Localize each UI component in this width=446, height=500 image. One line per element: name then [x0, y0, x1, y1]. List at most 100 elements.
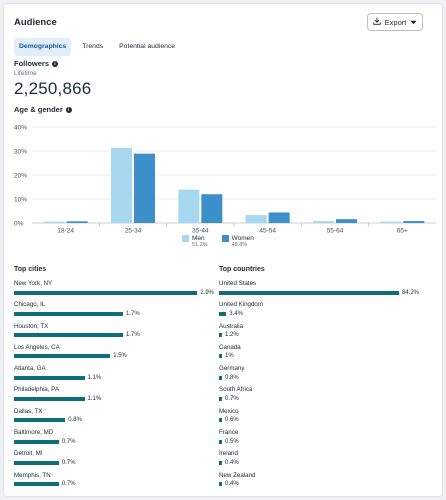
bar-men-45-54[interactable] — [245, 215, 267, 223]
x-tick-label: 65+ — [397, 228, 408, 234]
item-name: Los Angeles, CA — [14, 343, 60, 351]
item-value: 0.8% — [225, 374, 239, 381]
item-bar — [14, 333, 124, 338]
chart-legend: Men 51.2% Women 48.8% — [182, 235, 254, 248]
x-tick-label: 55-64 — [327, 228, 344, 234]
item-value: 1.5% — [113, 353, 127, 360]
info-icon[interactable]: i — [65, 106, 72, 113]
item-name: South Africa — [219, 386, 253, 394]
item-bar — [14, 375, 85, 380]
item-bar-row: 1.5% — [14, 352, 214, 361]
info-icon[interactable]: i — [52, 60, 59, 67]
bar-men-18-24[interactable] — [43, 221, 65, 223]
item-value: 0.8% — [68, 417, 82, 424]
legend-item-women: Women 48.8% — [221, 235, 254, 248]
list-item: New Zealand 0.4% — [219, 471, 439, 492]
item-name: Canada — [219, 343, 241, 351]
item-name: Mexico — [219, 407, 239, 415]
list-item: United States 84.2% — [219, 279, 439, 300]
followers-label: Followers — [14, 59, 50, 68]
download-icon — [373, 17, 381, 27]
item-bar-row: 0.4% — [219, 480, 439, 489]
item-bar — [14, 418, 66, 423]
item-value: 0.4% — [225, 481, 239, 488]
followers-period: Lifetime — [14, 70, 37, 77]
caret-down-icon — [410, 18, 417, 27]
item-name: Ireland — [219, 450, 238, 458]
tab-potential-audience[interactable]: Potential audience — [119, 43, 176, 50]
item-bar-row: 1.7% — [14, 331, 214, 340]
item-name: Australia — [219, 322, 244, 330]
item-value: 0.4% — [225, 459, 239, 466]
item-bar-row: 0.6% — [219, 416, 439, 425]
item-bar — [219, 439, 222, 444]
item-bar-row: 1.2% — [219, 331, 439, 340]
item-name: United States — [219, 280, 257, 287]
bar-women-45-54[interactable] — [268, 212, 290, 223]
list-item: France 0.5% — [219, 428, 439, 449]
tab-trends[interactable]: Trends — [82, 43, 104, 50]
card-title: Audience — [14, 17, 57, 28]
item-bar-row: 0.7% — [219, 394, 439, 403]
bar-women-65+[interactable] — [403, 221, 425, 223]
age-gender-label: Age & gender — [14, 105, 63, 114]
y-tick-label: 0% — [14, 221, 24, 228]
item-bar — [14, 460, 59, 465]
bar-men-35-44[interactable] — [178, 189, 200, 223]
item-name: New Zealand — [219, 471, 256, 479]
top-countries-title: Top countries — [219, 266, 265, 273]
bar-women-35-44[interactable] — [201, 194, 223, 223]
list-item: Philadelphia, PA 1.1% — [14, 385, 214, 406]
item-bar — [14, 311, 124, 316]
item-name: Houston, TX — [14, 322, 49, 330]
item-bar — [14, 354, 111, 359]
list-item: Memphis, TN 0.7% — [14, 471, 214, 492]
item-name: Philadelphia, PA — [14, 386, 59, 394]
age-gender-chart: 0% 10% 20% 30% 40% 18-24 25-34 35-44 45-54 55-64 6… — [14, 125, 436, 234]
item-value: 1.7% — [126, 332, 140, 339]
export-button[interactable]: Export — [367, 13, 423, 31]
list-item: Germany 0.8% — [219, 364, 439, 385]
item-bar — [219, 290, 399, 295]
item-bar-row: 0.4% — [219, 458, 439, 467]
y-tick-label: 20% — [14, 173, 27, 180]
list-item: Australia 1.2% — [219, 322, 439, 343]
list-item: Ireland 0.4% — [219, 449, 439, 470]
item-name: Dallas, TX — [14, 407, 43, 415]
list-item: Canada 1% — [219, 343, 439, 364]
item-bar-row: 84.2% — [219, 288, 439, 297]
item-name: New York, NY — [14, 280, 53, 287]
item-bar-row: 0.7% — [14, 480, 214, 489]
item-bar-row: 0.5% — [219, 437, 439, 446]
bar-women-55-64[interactable] — [336, 219, 357, 223]
y-tick-label: 30% — [14, 149, 27, 156]
legend-label: Men — [192, 235, 205, 242]
item-name: Memphis, TN — [14, 471, 51, 479]
item-bar — [219, 375, 222, 380]
list-item: New York, NY 2.9% — [14, 279, 214, 300]
item-bar — [219, 482, 222, 487]
list-item: United Kingdom 3.4% — [219, 300, 439, 321]
legend-item-men: Men 51.2% — [182, 235, 208, 248]
item-name: Detroit, MI — [14, 450, 43, 458]
item-value: 1.7% — [126, 310, 140, 317]
list-item: South Africa 0.7% — [219, 385, 439, 406]
item-bar — [14, 482, 59, 487]
top-cities-section: Top cities New York, NY 2.9% Chicago, IL 1.… — [14, 266, 214, 492]
item-value: 1.1% — [87, 374, 102, 381]
bar-men-25-34[interactable] — [111, 147, 132, 223]
item-bar-row: 0.8% — [219, 373, 439, 382]
item-name: Germany — [219, 365, 245, 373]
tab-demographics[interactable]: Demographics — [14, 38, 72, 56]
legend-swatch — [221, 235, 229, 242]
bar-men-55-64[interactable] — [313, 221, 334, 223]
item-value: 84.2% — [402, 289, 420, 296]
bar-women-18-24[interactable] — [66, 221, 88, 223]
list-item: Chicago, IL 1.7% — [14, 300, 214, 321]
item-bar-row: 1.1% — [14, 373, 214, 382]
top-cities-title: Top cities — [14, 266, 47, 273]
list-item: Houston, TX 1.7% — [14, 322, 214, 343]
bar-women-25-34[interactable] — [134, 153, 155, 223]
list-item: Los Angeles, CA 1.5% — [14, 343, 214, 364]
bar-men-65+[interactable] — [380, 221, 402, 223]
